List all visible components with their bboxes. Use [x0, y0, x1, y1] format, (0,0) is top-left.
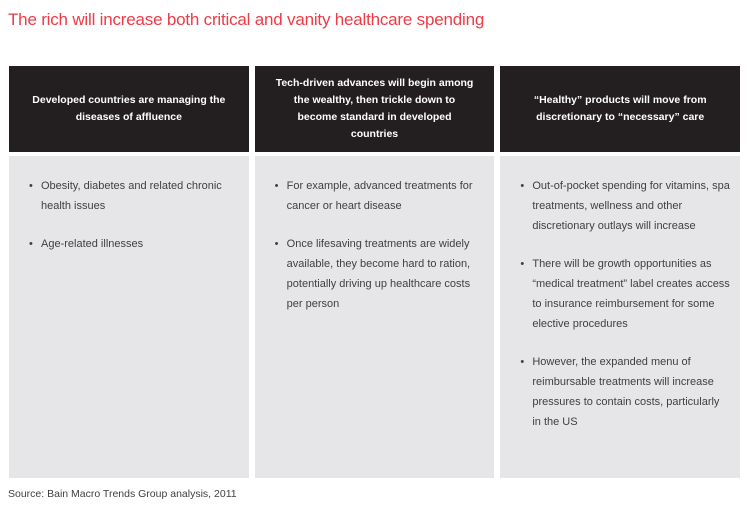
page-title: The rich will increase both critical and…	[8, 10, 485, 29]
bullet-icon: •	[29, 180, 33, 192]
bullet-icon: •	[29, 238, 33, 250]
bullet-icon: •	[520, 180, 525, 192]
bullet-text: Once lifesaving treatments are widely av…	[286, 238, 471, 310]
column-tech-driven-advances: Tech-driven advances will begin among th…	[254, 66, 495, 478]
column-body: • Obesity, diabetes and related chronic …	[9, 156, 249, 478]
bullet-text: For example, advanced treatments for can…	[286, 180, 473, 212]
column-header: Developed countries are managing the dis…	[9, 66, 249, 152]
bullet-text: However, the expanded menu of reimbursab…	[532, 356, 720, 428]
bullet-text: Out-of-pocket spending for vitamins, spa…	[532, 180, 730, 232]
list-item: • Once lifesaving treatments are widely …	[275, 234, 485, 314]
list-item: • There will be growth opportunities as …	[520, 254, 730, 334]
bullet-list: • Obesity, diabetes and related chronic …	[29, 176, 239, 254]
column-header: “Healthy” products will move from discre…	[500, 66, 741, 152]
list-item: • Out-of-pocket spending for vitamins, s…	[520, 176, 730, 236]
bullet-icon: •	[274, 180, 279, 192]
three-column-table: Developed countries are managing the dis…	[9, 66, 741, 478]
list-item: • However, the expanded menu of reimburs…	[520, 352, 730, 432]
bullet-icon: •	[520, 258, 525, 270]
column-body: • Out-of-pocket spending for vitamins, s…	[500, 156, 741, 478]
column-body: • For example, advanced treatments for c…	[254, 156, 495, 478]
bullet-text: Obesity, diabetes and related chronic he…	[41, 180, 222, 212]
column-healthy-products: “Healthy” products will move from discre…	[500, 66, 741, 478]
bullet-icon: •	[274, 238, 279, 250]
bullet-text: There will be growth opportunities as “m…	[532, 258, 730, 330]
source-note: Source: Bain Macro Trends Group analysis…	[8, 488, 237, 500]
bullet-list: • Out-of-pocket spending for vitamins, s…	[520, 176, 730, 432]
column-diseases-of-affluence: Developed countries are managing the dis…	[9, 66, 249, 478]
bullet-list: • For example, advanced treatments for c…	[275, 176, 485, 314]
list-item: • Obesity, diabetes and related chronic …	[29, 176, 239, 216]
list-item: • For example, advanced treatments for c…	[275, 176, 485, 216]
bullet-text: Age-related illnesses	[41, 238, 144, 250]
list-item: • Age-related illnesses	[29, 234, 239, 254]
column-header: Tech-driven advances will begin among th…	[254, 66, 495, 152]
bullet-icon: •	[520, 356, 525, 368]
